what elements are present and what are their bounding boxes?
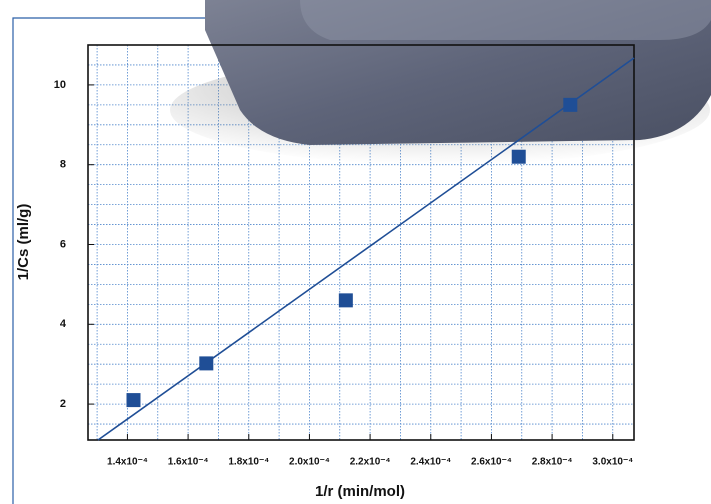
x-tick-label: 1.4x10⁻⁴ (107, 457, 148, 468)
x-axis-title: 1/r (min/mol) (315, 483, 405, 500)
x-tick-label: 3.0x10⁻⁴ (592, 457, 633, 468)
x-tick-label: 1.8x10⁻⁴ (228, 457, 269, 468)
box-top (300, 0, 711, 40)
y-tick-label: 2 (60, 398, 66, 410)
y-tick-label: 6 (60, 238, 66, 250)
x-tick-label: 2.8x10⁻⁴ (532, 457, 573, 468)
data-point (339, 293, 353, 307)
y-tick-label: 4 (60, 318, 67, 330)
y-tick-label: 10 (54, 79, 66, 91)
data-point (512, 150, 526, 164)
data-point (199, 356, 213, 370)
x-tick-label: 2.4x10⁻⁴ (410, 457, 451, 468)
data-point (563, 98, 577, 112)
data-point (127, 393, 141, 407)
chart: 1/r (min/mol) 1/Cs (ml/g) 1.4x10⁻⁴ 1.6x10… (0, 0, 711, 504)
x-tick-label: 2.6x10⁻⁴ (471, 457, 512, 468)
x-tick-label: 2.0x10⁻⁴ (289, 457, 330, 468)
y-axis-title: 1/Cs (ml/g) (15, 204, 32, 281)
y-tick-label: 8 (60, 159, 66, 171)
x-tick-label: 2.2x10⁻⁴ (350, 457, 391, 468)
x-tick-label: 1.6x10⁻⁴ (168, 457, 209, 468)
